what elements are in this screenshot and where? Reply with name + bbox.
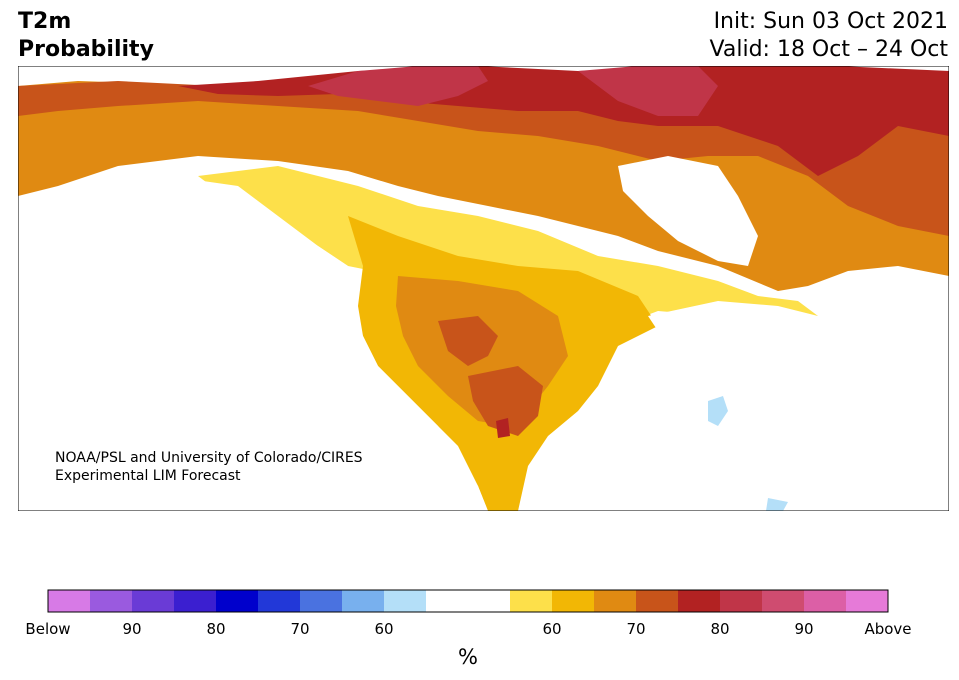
region-darkorange-sw — [438, 316, 543, 436]
credit-line-2: Experimental LIM Forecast — [55, 468, 241, 484]
colorbar-units: % — [458, 645, 478, 669]
region-crimson-arctic — [308, 66, 718, 116]
region-yellow-band — [198, 166, 818, 326]
colorbar-swatch — [384, 590, 427, 612]
map-title: T2m Probability — [18, 8, 154, 64]
colorbar-swatch — [426, 590, 469, 612]
colorbar-tick-label: 90 — [794, 620, 814, 638]
colorbar-frame — [47, 589, 889, 613]
product-label: Probability — [18, 37, 154, 62]
colorbar-swatch — [720, 590, 763, 612]
variable-label: T2m — [18, 9, 72, 34]
colorbar-tick-label: 80 — [710, 620, 730, 638]
probability-map — [18, 66, 949, 511]
colorbar — [47, 589, 889, 613]
colorbar-swatch — [678, 590, 721, 612]
date-info: Init: Sun 03 Oct 2021 Valid: 18 Oct – 24… — [710, 8, 948, 64]
colorbar-swatch — [510, 590, 553, 612]
region-white-east — [648, 301, 828, 486]
colorbar-swatch — [132, 590, 175, 612]
colorbar-swatch — [636, 590, 679, 612]
colorbar-swatch — [846, 590, 889, 612]
colorbar-swatch — [468, 590, 511, 612]
colorbar-tick-label: 60 — [542, 620, 562, 638]
colorbar-tick-label: 90 — [122, 620, 142, 638]
colorbar-swatch — [804, 590, 847, 612]
colorbar-tick-label: 70 — [290, 620, 310, 638]
colorbar-tick-label: 80 — [206, 620, 226, 638]
colorbar-swatch — [90, 590, 133, 612]
colorbar-swatch — [216, 590, 259, 612]
colorbar-swatch — [762, 590, 805, 612]
colorbar-swatch — [48, 590, 91, 612]
colorbar-swatch — [174, 590, 217, 612]
region-hudson-bay — [618, 156, 758, 266]
colorbar-swatch — [552, 590, 595, 612]
colorbar-tick-label: Above — [864, 620, 912, 638]
credit-line-1: NOAA/PSL and University of Colorado/CIRE… — [55, 450, 363, 466]
colorbar-tick-label: 70 — [626, 620, 646, 638]
region-red-mexico — [496, 418, 510, 438]
init-date: Init: Sun 03 Oct 2021 — [713, 9, 948, 34]
credit-text: NOAA/PSL and University of Colorado/CIRE… — [55, 449, 363, 485]
colorbar-labels: Below 90 80 70 60 60 70 80 90 Above — [0, 620, 959, 642]
region-white-pacific — [18, 176, 488, 511]
region-lightblue-se — [708, 396, 788, 511]
valid-range: Valid: 18 Oct – 24 Oct — [709, 37, 948, 62]
colorbar-tick-label: 60 — [374, 620, 394, 638]
colorbar-swatch — [258, 590, 301, 612]
colorbar-tick-label: Below — [25, 620, 71, 638]
colorbar-swatch — [342, 590, 385, 612]
colorbar-swatch — [594, 590, 637, 612]
colorbar-swatch — [300, 590, 343, 612]
